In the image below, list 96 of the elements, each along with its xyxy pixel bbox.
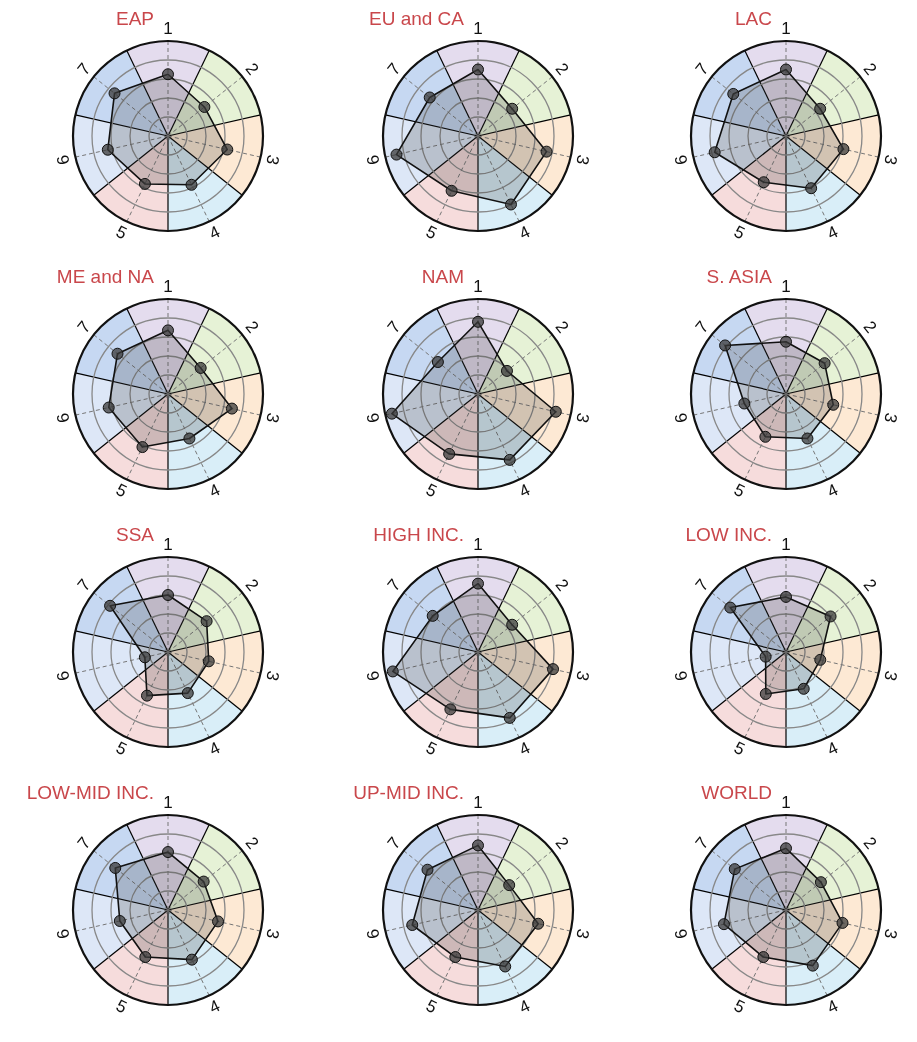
spoke-label: 1 xyxy=(163,793,173,813)
spoke-label: 2 xyxy=(859,833,881,853)
spoke-label: 1 xyxy=(473,793,483,813)
spoke-label: 3 xyxy=(880,669,901,683)
spoke-label: 3 xyxy=(262,669,283,683)
spoke-label: 5 xyxy=(731,480,748,502)
spoke-label: 4 xyxy=(206,738,223,760)
spoke-label: 3 xyxy=(572,411,593,425)
spoke-label: 4 xyxy=(206,222,223,244)
spoke-label: 1 xyxy=(781,19,791,39)
spoke-label: 7 xyxy=(383,833,405,853)
chart-title: UP-MID INC. xyxy=(353,782,464,803)
spoke-label: 3 xyxy=(262,153,283,167)
spoke-label: 6 xyxy=(363,927,384,941)
spoke-label: 2 xyxy=(551,317,573,337)
chart-title: LOW INC. xyxy=(685,524,772,545)
spoke-label: 5 xyxy=(731,996,748,1018)
spoke-label: 3 xyxy=(880,411,901,425)
spoke-label: 6 xyxy=(363,153,384,167)
spoke-label: 2 xyxy=(241,575,263,595)
spoke-label: 5 xyxy=(113,996,130,1018)
spoke-label: 1 xyxy=(473,535,483,555)
spoke-label: 4 xyxy=(824,222,841,244)
chart-title: HIGH INC. xyxy=(373,524,464,545)
spoke-label: 3 xyxy=(262,411,283,425)
spoke-label: 2 xyxy=(551,833,573,853)
spoke-label: 4 xyxy=(824,480,841,502)
spoke-label: 4 xyxy=(824,996,841,1018)
spoke-label: 5 xyxy=(423,996,440,1018)
spoke-label: 6 xyxy=(671,411,692,425)
spoke-label: 6 xyxy=(671,153,692,167)
spoke-label: 1 xyxy=(781,277,791,297)
spoke-label: 7 xyxy=(73,575,95,595)
spoke-label: 4 xyxy=(516,222,533,244)
spoke-label: 5 xyxy=(731,738,748,760)
spoke-label: 4 xyxy=(516,738,533,760)
spoke-label: 5 xyxy=(113,222,130,244)
chart-title: SSA xyxy=(115,524,155,545)
spoke-label: 5 xyxy=(113,480,130,502)
spoke-label: 1 xyxy=(781,793,791,813)
spoke-label: 7 xyxy=(383,59,405,79)
spoke-label: 5 xyxy=(423,222,440,244)
spoke-label: 7 xyxy=(73,59,95,79)
spoke-label: 2 xyxy=(551,59,573,79)
spoke-label: 5 xyxy=(113,738,130,760)
spoke-label: 7 xyxy=(691,575,713,595)
spoke-label: 1 xyxy=(473,19,483,39)
spoke-label: 3 xyxy=(572,927,593,941)
spoke-label: 6 xyxy=(363,669,384,683)
spoke-label: 7 xyxy=(73,317,95,337)
chart-title: S. ASIA xyxy=(706,266,773,287)
spoke-label: 1 xyxy=(781,535,791,555)
spoke-label: 2 xyxy=(241,59,263,79)
spoke-label: 2 xyxy=(241,833,263,853)
spoke-label: 2 xyxy=(859,59,881,79)
spoke-label: 3 xyxy=(572,669,593,683)
spoke-label: 2 xyxy=(551,575,573,595)
spoke-label: 7 xyxy=(691,833,713,853)
spoke-label: 6 xyxy=(671,927,692,941)
spoke-label: 3 xyxy=(880,927,901,941)
spoke-label: 7 xyxy=(73,833,95,853)
chart-title: LOW-MID INC. xyxy=(26,782,154,803)
spoke-label: 1 xyxy=(473,277,483,297)
spoke-label: 5 xyxy=(423,738,440,760)
spoke-label: 2 xyxy=(859,575,881,595)
spoke-label: 7 xyxy=(691,317,713,337)
spoke-label: 1 xyxy=(163,535,173,555)
spoke-label: 6 xyxy=(363,411,384,425)
spoke-label: 4 xyxy=(206,480,223,502)
spoke-label: 5 xyxy=(731,222,748,244)
spoke-label: 4 xyxy=(516,996,533,1018)
spoke-label: 4 xyxy=(516,480,533,502)
spoke-label: 6 xyxy=(53,669,74,683)
spoke-label: 3 xyxy=(572,153,593,167)
spoke-label: 6 xyxy=(53,927,74,941)
spoke-label: 3 xyxy=(880,153,901,167)
spoke-label: 3 xyxy=(262,927,283,941)
spoke-label: 1 xyxy=(163,277,173,297)
spoke-label: 4 xyxy=(824,738,841,760)
spoke-label: 7 xyxy=(383,317,405,337)
chart-title: ME and NA xyxy=(56,266,155,287)
spoke-label: 6 xyxy=(53,411,74,425)
spoke-label: 2 xyxy=(859,317,881,337)
chart-title: LAC xyxy=(735,8,772,29)
spoke-label: 7 xyxy=(691,59,713,79)
chart-title: NAM xyxy=(421,266,464,287)
spoke-label: 6 xyxy=(53,153,74,167)
spoke-label: 2 xyxy=(241,317,263,337)
spoke-label: 5 xyxy=(423,480,440,502)
spoke-label: 6 xyxy=(671,669,692,683)
spoke-label: 1 xyxy=(163,19,173,39)
chart-title: EAP xyxy=(115,8,154,29)
spoke-label: 7 xyxy=(383,575,405,595)
chart-title: EU and CA xyxy=(368,8,465,29)
spoke-label: 4 xyxy=(206,996,223,1018)
chart-title: WORLD xyxy=(701,782,772,803)
